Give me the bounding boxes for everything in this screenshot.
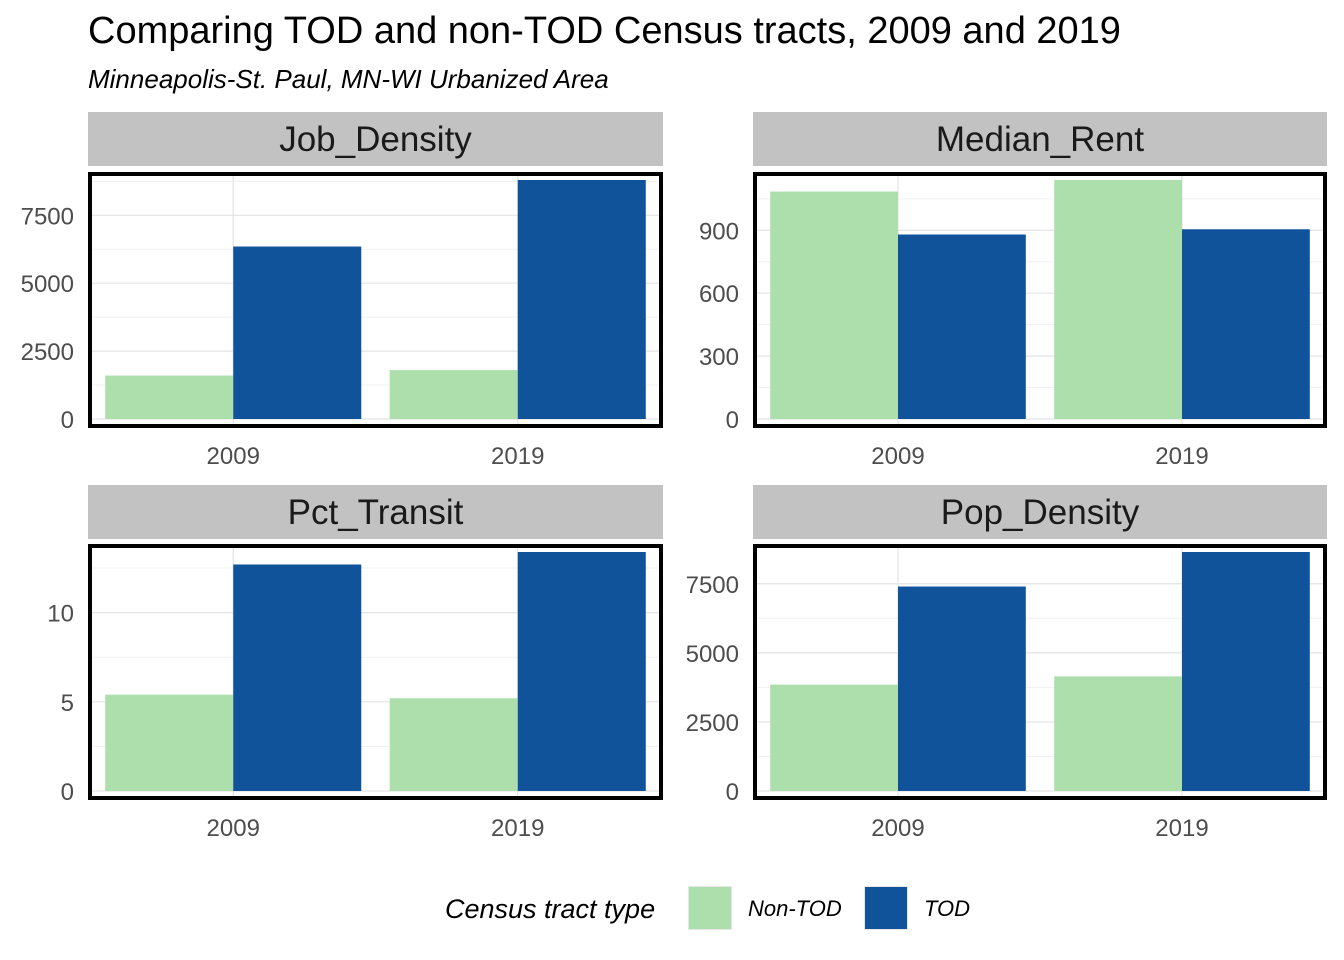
y-tick-label: 600 [699,281,739,308]
bar-job-density-2009-non-tod [105,375,234,419]
y-tick-label: 7500 [21,203,74,230]
bar-pop-density-2009-non-tod [770,684,898,791]
facet-title-job-density: Job_Density [279,120,472,159]
x-tick-label: 2019 [1155,443,1208,470]
facet-strip-median-rent [753,112,1327,166]
x-tick-label: 2009 [871,443,924,470]
y-tick-label: 2500 [686,710,739,737]
facet-strip-pct-transit [88,485,663,539]
y-tick-label: 0 [726,407,739,434]
y-tick-label: 0 [61,779,74,806]
y-tick-label: 300 [699,344,739,371]
legend-label-tod: TOD [924,896,971,921]
bar-median-rent-2009-non-tod [770,191,898,419]
panel-border-pop-density [753,544,1327,800]
bar-median-rent-2019-tod [1182,229,1310,419]
legend-key-non-tod [688,886,732,930]
bar-median-rent-2019-non-tod [1054,180,1182,419]
legend-key-tod [864,886,908,930]
x-tick-label: 2019 [491,443,544,470]
y-tick-label: 5 [61,690,74,717]
y-tick-label: 2500 [21,339,74,366]
bar-pop-density-2019-non-tod [1054,676,1182,791]
x-tick-label: 2009 [207,443,260,470]
chart-title: Comparing TOD and non-TOD Census tracts,… [88,10,1121,52]
legend-label-non-tod: Non-TOD [748,896,842,921]
y-tick-label: 0 [726,779,739,806]
legend: Census tract type Non-TOD TOD [0,884,1344,934]
y-tick-label: 7500 [686,572,739,599]
x-tick-label: 2019 [1155,815,1208,842]
bar-pct-transit-2019-tod [517,552,646,791]
facet-strip-job-density [88,112,663,166]
bar-pop-density-2009-tod [898,586,1026,791]
legend-title: Census tract type [445,894,656,924]
panel-border-job-density [88,172,663,428]
bar-job-density-2019-non-tod [389,370,518,419]
y-tick-label: 0 [61,407,74,434]
y-tick-label: 10 [47,601,74,628]
y-tick-label: 900 [699,218,739,245]
chart-subtitle: Minneapolis-St. Paul, MN-WI Urbanized Ar… [88,64,609,94]
panel-border-pct-transit [88,544,663,800]
bar-job-density-2009-tod [233,246,362,419]
bar-pct-transit-2009-non-tod [105,694,234,791]
facet-strip-pop-density [753,485,1327,539]
y-tick-label: 5000 [21,271,74,298]
panel-border-median-rent [753,172,1327,428]
bar-pop-density-2019-tod [1182,552,1310,791]
bar-pct-transit-2009-tod [233,564,362,791]
bar-pct-transit-2019-non-tod [389,698,518,791]
bar-job-density-2019-tod [517,180,646,419]
facet-title-pop-density: Pop_Density [941,493,1140,532]
facet-title-median-rent: Median_Rent [936,120,1144,159]
x-tick-label: 2019 [491,815,544,842]
facet-title-pct-transit: Pct_Transit [288,493,464,532]
x-tick-label: 2009 [207,815,260,842]
bar-median-rent-2009-tod [898,234,1026,419]
x-tick-label: 2009 [871,815,924,842]
y-tick-label: 5000 [686,641,739,668]
